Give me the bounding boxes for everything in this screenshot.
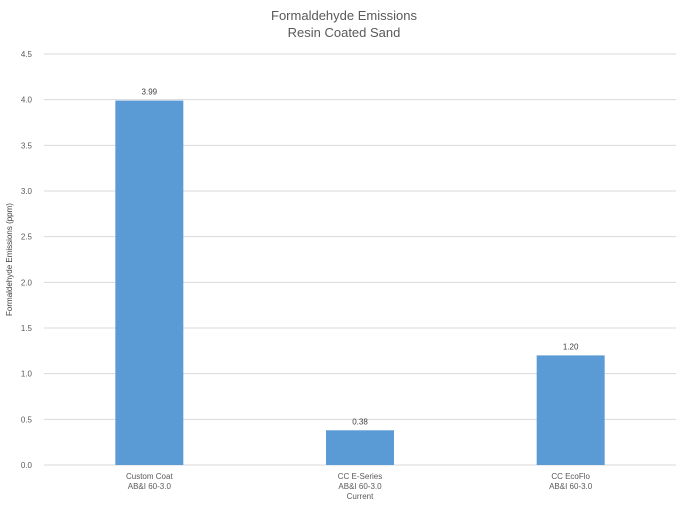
chart-title: Formaldehyde Emissions [271, 8, 417, 23]
y-axis-label: Formaldehyde Emissions (ppm) [5, 203, 14, 316]
data-label: 0.38 [352, 417, 368, 426]
y-tick-label: 0.0 [21, 461, 33, 470]
x-tick-label: CC E-Series [338, 472, 382, 481]
data-label: 1.20 [563, 342, 579, 351]
y-tick-label: 2.5 [21, 233, 33, 242]
y-tick-label: 0.5 [21, 415, 33, 424]
y-tick-label: 3.0 [21, 187, 33, 196]
x-tick-label: AB&I 60-3.0 [338, 482, 382, 491]
x-tick-label: AB&I 60-3.0 [128, 482, 172, 491]
chart-subtitle: Resin Coated Sand [287, 25, 401, 40]
y-tick-label: 1.5 [21, 324, 33, 333]
y-tick-label: 4.5 [21, 50, 33, 59]
y-tick-label: 3.5 [21, 141, 33, 150]
y-tick-label: 4.0 [21, 96, 33, 105]
x-tick-label: AB&I 60-3.0 [549, 482, 593, 491]
x-tick-label: CC EcoFlo [551, 472, 590, 481]
y-tick-label: 2.0 [21, 278, 33, 287]
bar [115, 100, 184, 465]
y-tick-label: 1.0 [21, 370, 33, 379]
bar [326, 430, 394, 465]
x-tick-label: Current [347, 492, 374, 501]
x-tick-label: Custom Coat [126, 472, 173, 481]
bar [536, 355, 605, 465]
data-label: 3.99 [142, 88, 158, 97]
